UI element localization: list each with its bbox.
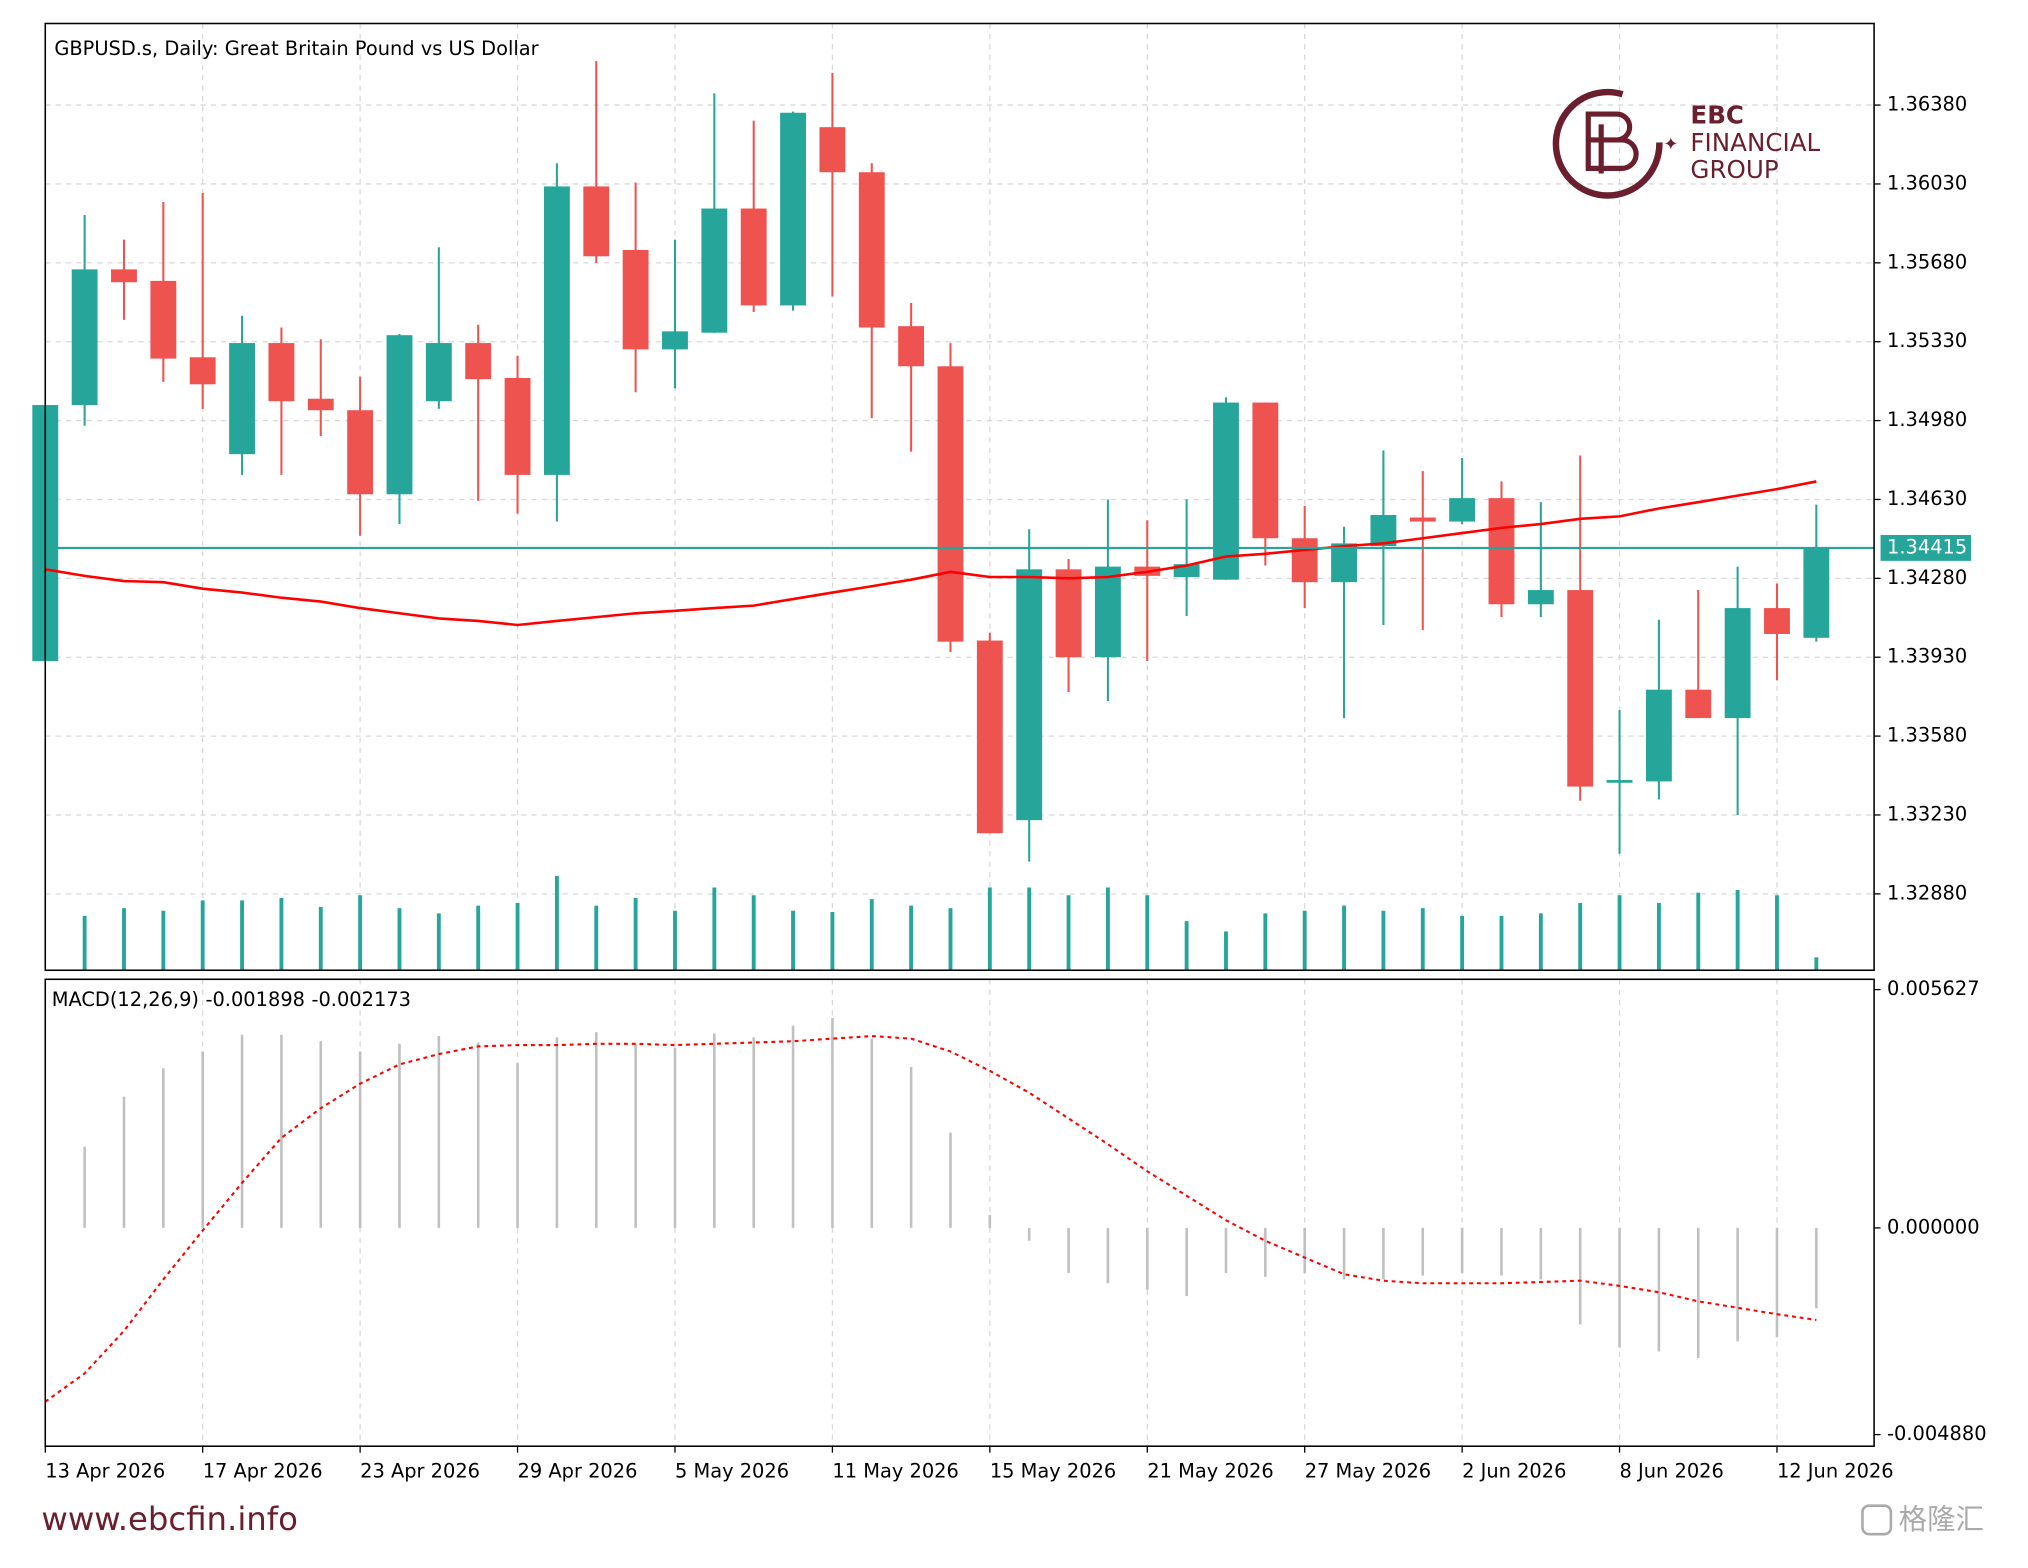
candle-body — [268, 343, 295, 402]
x-tick-label: 15 May 2026 — [990, 1460, 1116, 1483]
candle-body — [1488, 498, 1515, 605]
watermark-icon — [1861, 1504, 1893, 1536]
candle-body — [1252, 402, 1279, 539]
logo-star: ✦ — [1663, 134, 1678, 155]
candle-body — [189, 357, 216, 385]
candle-body — [780, 112, 806, 306]
logo-mark — [1585, 111, 1639, 174]
candle-body — [1803, 547, 1830, 638]
data-layer — [32, 61, 1875, 1403]
candle-body — [71, 269, 98, 406]
x-tick-label: 17 Apr 2026 — [203, 1460, 323, 1483]
x-tick-label: 21 May 2026 — [1147, 1460, 1273, 1483]
candle-body — [583, 186, 610, 257]
candle-body — [662, 331, 688, 350]
candle-body — [701, 208, 728, 333]
x-tick-label: 5 May 2026 — [675, 1460, 789, 1483]
y-tick-label: 1.36380 — [1887, 93, 1967, 116]
candle-body — [1055, 569, 1082, 658]
candle-body — [1764, 608, 1790, 635]
signal-value: -0.002173 — [311, 987, 411, 1010]
price-tag-label: 1.34415 — [1887, 535, 1967, 558]
y-tick-label: 1.34980 — [1887, 408, 1967, 431]
candle-body — [1567, 590, 1594, 787]
main-frame — [44, 22, 1875, 972]
x-tick-label: 8 Jun 2026 — [1620, 1460, 1724, 1483]
logo-ring — [1552, 88, 1663, 199]
candle-body — [1331, 543, 1357, 583]
candle-body — [229, 343, 255, 455]
moving-average — [45, 480, 1817, 627]
y-tick-label: 1.33930 — [1887, 645, 1967, 668]
candle-body — [386, 335, 413, 495]
candle-body — [425, 343, 452, 402]
y-tick-label: 1.36030 — [1887, 171, 1967, 194]
x-tick-label: 27 May 2026 — [1305, 1460, 1431, 1483]
x-tick-label: 13 Apr 2026 — [45, 1460, 165, 1483]
y-tick-label: 0.000000 — [1887, 1215, 1980, 1238]
x-tick-label: 2 Jun 2026 — [1462, 1460, 1566, 1483]
macd-frame — [44, 978, 1875, 1447]
x-tick-label: 11 May 2026 — [832, 1460, 958, 1483]
watermark: 格隆汇 — [1899, 1503, 1984, 1536]
macd-label: MACD(12,26,9) -0.001898 -0.002173 — [52, 987, 411, 1010]
website: www.ebcfin.info — [41, 1500, 298, 1538]
candle-body — [504, 377, 531, 475]
candle-body — [937, 366, 964, 642]
candle-body — [1606, 780, 1633, 783]
candle-body — [622, 249, 649, 350]
macd-value: -0.001898 — [205, 987, 305, 1010]
y-tick-label: 1.33230 — [1887, 802, 1967, 825]
y-tick-label: 1.34280 — [1887, 566, 1967, 589]
candle-body — [1527, 590, 1554, 605]
y-tick-label: 1.32880 — [1887, 881, 1967, 904]
candle-body — [1724, 608, 1751, 719]
candle-body — [347, 410, 374, 495]
macd-title: MACD(12,26,9) — [52, 987, 199, 1010]
candle-body — [898, 326, 925, 367]
candle-body — [858, 172, 885, 328]
candle-body — [976, 640, 1003, 834]
candle-body — [111, 269, 137, 283]
chart-title: GBPUSD.s, Daily: Great Britain Pound vs … — [54, 37, 538, 60]
candle-body — [1291, 538, 1318, 583]
y-tick-label: 0.005627 — [1887, 977, 1980, 1000]
logo-text: FINANCIAL — [1690, 128, 1820, 157]
candle-body — [1449, 498, 1476, 522]
signal-line — [44, 1035, 1817, 1403]
candle-body — [1685, 689, 1712, 719]
candle-body — [543, 186, 570, 475]
y-tick-label: 1.35680 — [1887, 250, 1967, 273]
y-tick-label: 1.34630 — [1887, 487, 1967, 510]
candle-body — [307, 398, 334, 411]
candle-body — [150, 280, 177, 359]
y-tick-label: 1.33580 — [1887, 724, 1967, 747]
x-tick-label: 29 Apr 2026 — [518, 1460, 638, 1483]
candle-body — [1645, 689, 1672, 782]
y-tick-label: -0.004880 — [1887, 1422, 1987, 1445]
x-tick-label: 12 Jun 2026 — [1777, 1460, 1894, 1483]
logo: ✦ EBC FINANCIAL GROUP — [1552, 88, 1821, 199]
candle-body — [819, 127, 846, 173]
logo-text: EBC — [1690, 101, 1744, 130]
candle-body — [1016, 569, 1043, 821]
candle-body — [1409, 517, 1436, 522]
logo-text: GROUP — [1690, 155, 1778, 184]
price-tag — [1880, 534, 1972, 561]
candle-body — [465, 343, 492, 380]
x-tick-label: 23 Apr 2026 — [360, 1460, 480, 1483]
y-tick-label: 1.35330 — [1887, 329, 1967, 352]
candle-body — [1370, 515, 1397, 547]
candle-body — [1094, 566, 1121, 658]
candle-body — [740, 208, 767, 306]
candle-body — [1213, 402, 1239, 580]
